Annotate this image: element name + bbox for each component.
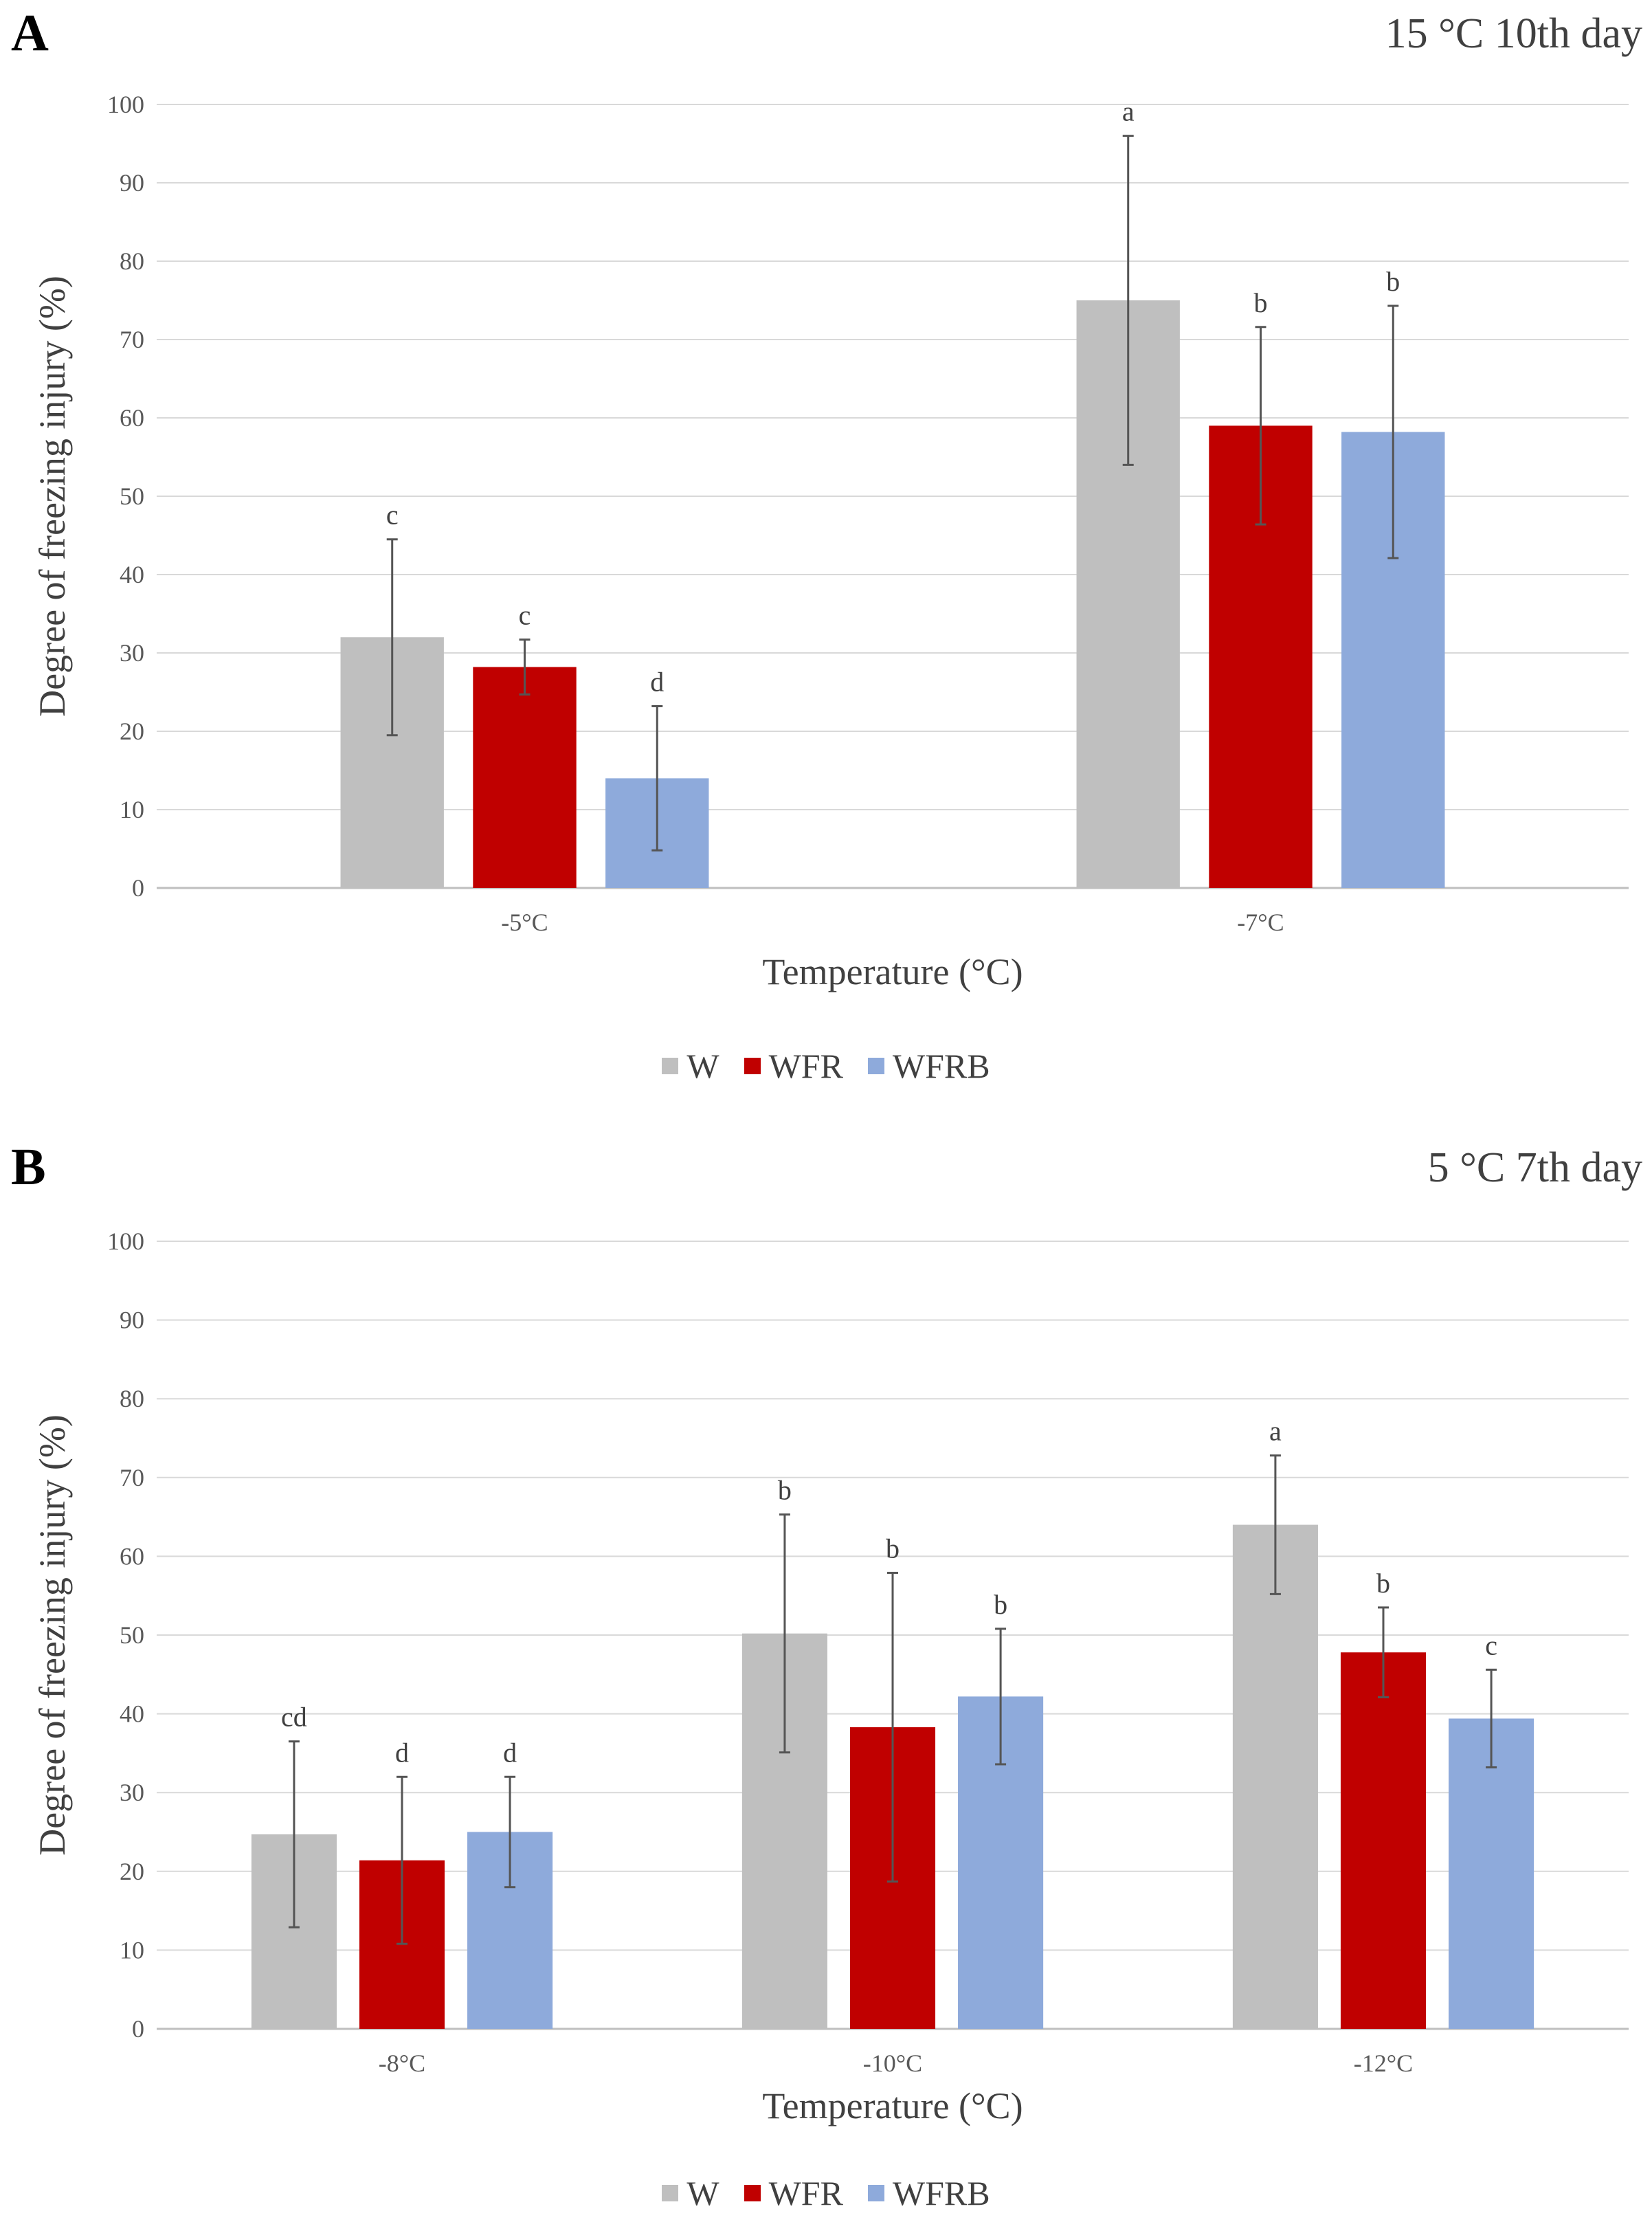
y-tick-label: 40: [120, 1700, 144, 1728]
bar-wfr-2: [1340, 1652, 1427, 2029]
significance-letter: c: [386, 500, 399, 531]
chart-b: 0 10 20 30 40 50 60 70 80 90 100 Degree of freezing…: [32, 1227, 1629, 2126]
chart-a: 0 10 20 30 40 50 60 70 80 90 100 Degree of freezing…: [32, 91, 1629, 992]
x-tick-label: -5°C: [501, 909, 548, 936]
significance-letter: a: [1122, 96, 1135, 127]
y-tick-label: 100: [107, 1227, 144, 1255]
legend-label: WFR: [768, 2174, 843, 2212]
significance-letter: d: [395, 1737, 409, 1768]
significance-letter: b: [1386, 266, 1400, 297]
legend-label: WFRB: [892, 1047, 990, 1085]
significance-letter: c: [519, 600, 531, 631]
x-axis-title: Temperature (°C): [762, 2085, 1023, 2126]
y-tick-label: 30: [120, 639, 144, 667]
y-tick-label: 30: [120, 1779, 144, 1806]
bar-wfr-0: [473, 667, 577, 888]
y-tick-label: 70: [120, 326, 144, 353]
y-tick-label: 100: [107, 91, 144, 118]
y-tick-label: 40: [120, 561, 144, 588]
panel-label: B: [11, 1138, 46, 1196]
y-tick-label: 90: [120, 169, 144, 197]
y-tick-label: 90: [120, 1307, 144, 1334]
significance-letter: c: [1485, 1630, 1497, 1660]
legend-item-w: W: [662, 2173, 719, 2213]
x-axis-title: Temperature (°C): [762, 951, 1023, 992]
y-tick-label: 20: [120, 718, 144, 745]
legend-swatch: [867, 1058, 884, 1074]
panel-a: A 15 °C 10th day 0 10 20 30 40 50 60 70 80 90 100 D…: [0, 4, 1652, 1086]
y-tick-label: 60: [120, 404, 144, 432]
significance-letter: b: [1254, 287, 1268, 318]
significance-letter: b: [994, 1589, 1007, 1620]
y-tick-label: 50: [120, 1621, 144, 1649]
legend-item-w: W: [662, 1046, 719, 1086]
significance-letter: cd: [281, 1702, 307, 1733]
x-tick-label: -8°C: [379, 2049, 425, 2077]
y-tick-label: 50: [120, 482, 144, 510]
panel-b: B 5 °C 7th day 0 10 20 30 40 50 60 70 80 90 100 Deg…: [0, 1134, 1652, 2233]
panel-label: A: [11, 4, 49, 62]
significance-letter: d: [503, 1737, 517, 1768]
legend-swatch: [662, 1058, 679, 1074]
significance-letter: b: [778, 1475, 792, 1506]
y-tick-label: 0: [132, 874, 144, 902]
legend: W WFR WFRB: [0, 1046, 1652, 1086]
y-axis-title: Degree of freezing injury (%): [32, 276, 73, 717]
legend-swatch: [867, 2185, 884, 2201]
legend-swatch: [744, 1058, 761, 1074]
significance-letter: b: [886, 1533, 900, 1564]
y-tick-label: 60: [120, 1542, 144, 1570]
y-tick-label: 0: [132, 2015, 144, 2043]
bar-wfrb-2: [1449, 1718, 1534, 2029]
legend-label: W: [687, 2174, 719, 2212]
legend-item-wfrb: WFRB: [867, 1046, 990, 1086]
legend-label: W: [687, 1047, 719, 1085]
significance-letter: d: [650, 667, 664, 698]
legend-label: WFR: [768, 1047, 843, 1085]
y-tick-label: 80: [120, 1385, 144, 1412]
y-tick-label: 70: [120, 1464, 144, 1491]
x-tick-label: -10°C: [863, 2049, 922, 2077]
bar-w-2: [1232, 1524, 1318, 2029]
legend-swatch: [662, 2185, 679, 2201]
legend-item-wfr: WFR: [744, 1046, 843, 1086]
y-axis-title: Degree of freezing injury (%): [32, 1414, 73, 1856]
x-tick-label: -7°C: [1237, 909, 1284, 936]
y-tick-label: 80: [120, 247, 144, 275]
y-tick-label: 10: [120, 1936, 144, 1964]
legend-label: WFRB: [892, 2174, 990, 2212]
legend-item-wfrb: WFRB: [867, 2173, 990, 2213]
chart-title: 15 °C 10th day: [1385, 10, 1642, 57]
significance-letter: a: [1269, 1416, 1282, 1447]
significance-letter: b: [1376, 1568, 1390, 1599]
y-tick-label: 10: [120, 796, 144, 823]
legend-swatch: [744, 2185, 761, 2201]
legend-item-wfr: WFR: [744, 2173, 843, 2213]
x-tick-label: -12°C: [1354, 2049, 1413, 2077]
chart-title: 5 °C 7th day: [1427, 1144, 1642, 1191]
y-tick-label: 20: [120, 1858, 144, 1885]
legend: W WFR WFRB: [0, 2173, 1652, 2213]
